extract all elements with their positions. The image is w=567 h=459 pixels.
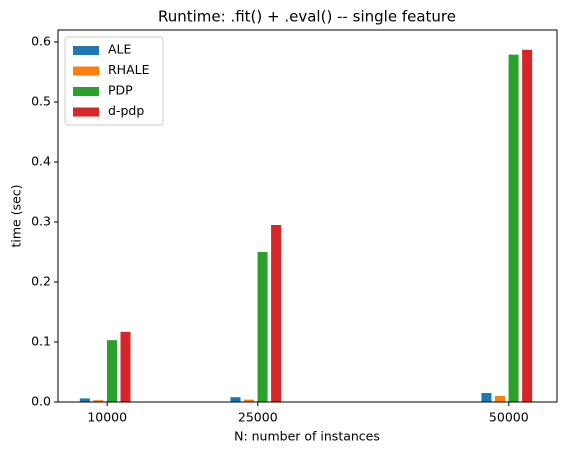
bar <box>230 397 241 402</box>
bar <box>495 396 506 402</box>
bar <box>79 398 90 402</box>
bar <box>481 393 492 402</box>
y-tick-label: 0.5 <box>31 94 51 109</box>
y-tick-label: 0.1 <box>31 334 51 349</box>
x-tick-label: 10000 <box>87 410 127 425</box>
y-tick-label: 0.2 <box>31 274 51 289</box>
legend-swatch <box>73 87 99 96</box>
bar <box>106 340 117 402</box>
legend-label: ALE <box>108 42 132 57</box>
legend-label: d-pdp <box>108 103 144 118</box>
y-tick-label: 0.4 <box>31 154 51 169</box>
bar <box>522 49 533 403</box>
legend-swatch <box>73 66 99 76</box>
y-tick-label: 0.3 <box>31 214 51 229</box>
plot-frame <box>57 29 558 403</box>
legend-label: RHALE <box>108 62 150 77</box>
bar <box>257 252 268 402</box>
y-tick-label: 0.6 <box>31 34 51 49</box>
y-tick-label: 0.0 <box>31 394 51 409</box>
bar <box>508 54 519 402</box>
bar <box>271 225 282 402</box>
legend-swatch <box>73 107 99 117</box>
legend-label: PDP <box>108 83 133 98</box>
chart-title: Runtime: .fit() + .eval() -- single feat… <box>158 8 456 26</box>
bar <box>243 399 255 402</box>
bar <box>93 400 104 402</box>
x-axis-label: N: number of instances <box>234 429 380 444</box>
y-axis-label: time (sec) <box>9 184 24 247</box>
legend-box <box>64 36 164 126</box>
legend-swatch <box>73 46 99 55</box>
x-tick-label: 25000 <box>238 410 278 425</box>
bar <box>120 331 131 402</box>
x-tick-label: 50000 <box>489 410 529 425</box>
